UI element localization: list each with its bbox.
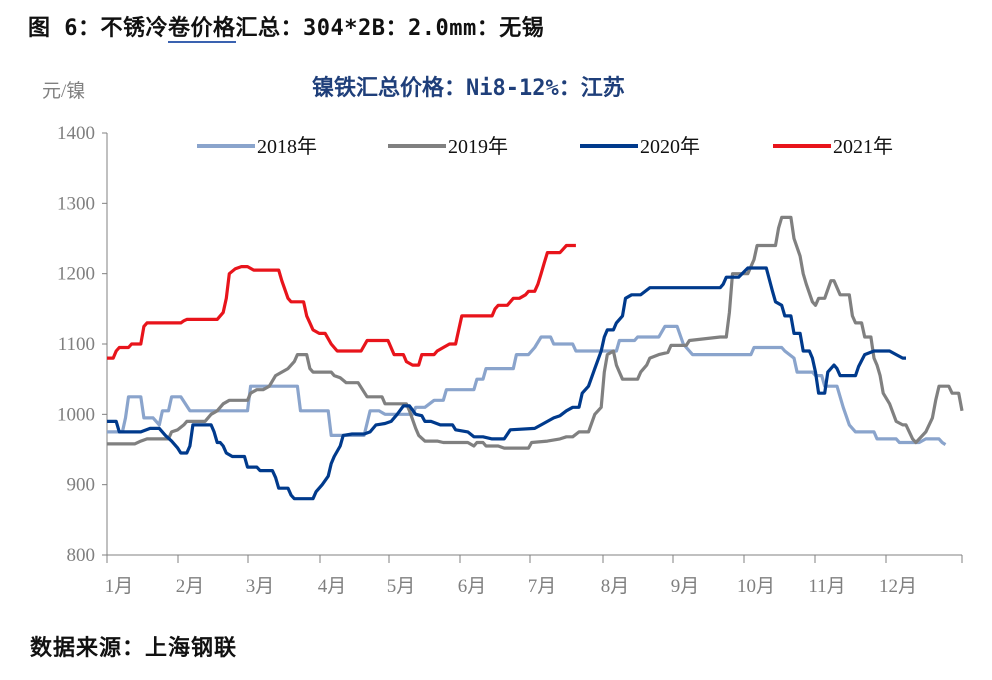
x-tick-label: 2月: [176, 576, 205, 597]
y-tick-label: 800: [67, 545, 96, 566]
figure-title: 图 6：不锈冷卷价格汇总：304*2B：2.0mm：无锡: [28, 10, 545, 43]
y-tick-label: 1000: [57, 404, 95, 425]
legend: 2018年 2019年 2020年 2021年: [197, 135, 893, 158]
x-tick-label: 4月: [318, 576, 347, 597]
legend-label: 2018年: [257, 135, 317, 158]
y-tick-label: 900: [67, 475, 96, 496]
series-line-2019年: [107, 215, 964, 450]
series-line-2021年: [107, 243, 576, 367]
data-source: 数据来源：上海钢联: [30, 635, 238, 661]
figure-title-suffix: 汇总：304*2B：2.0mm：无锡: [235, 16, 545, 41]
y-tick-label: 1400: [57, 123, 95, 144]
legend-label: 2020年: [640, 135, 700, 158]
x-tick-label: 1月: [105, 576, 134, 597]
x-tick-label: 12月: [879, 576, 917, 597]
x-tick-label: 9月: [671, 576, 700, 597]
x-tick-label: 6月: [458, 576, 487, 597]
x-tick-label: 8月: [601, 576, 630, 597]
y-tick-label: 1300: [57, 193, 95, 214]
series-lines: [107, 215, 964, 501]
y-axis-unit: 元/镍: [42, 81, 86, 102]
axes: 800 900 1000 1100 1200 1300 1400 1月 2月 3月 4月 5月 6月 7月…: [57, 123, 963, 597]
legend-label: 2021年: [833, 135, 893, 158]
series-line-2020年: [107, 266, 906, 501]
figure-title-prefix: 图 6：不锈冷: [28, 16, 168, 41]
legend-label: 2019年: [448, 135, 508, 158]
x-tick-label: 10月: [737, 576, 775, 597]
x-tick-label: 3月: [246, 576, 275, 597]
chart-title: 镍铁汇总价格：Ni8-12%：江苏: [312, 76, 625, 101]
series-line-2018年: [107, 324, 947, 446]
y-tick-label: 1200: [57, 264, 95, 285]
y-tick-label: 1100: [58, 334, 95, 355]
x-tick-label: 5月: [387, 576, 416, 597]
figure-title-underlined: 卷价格: [168, 16, 236, 43]
x-tick-label: 11月: [808, 576, 845, 597]
x-tick-label: 7月: [528, 576, 557, 597]
